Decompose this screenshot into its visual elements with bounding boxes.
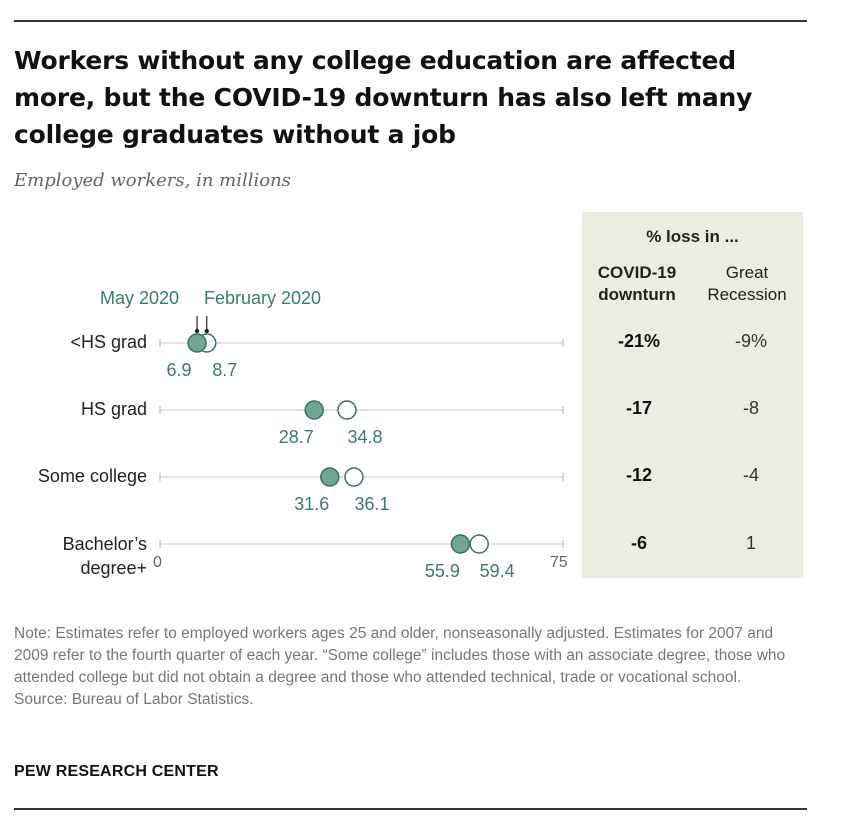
covid-column-header: COVID-19 downturn bbox=[597, 263, 677, 304]
legend-may: May 2020 bbox=[100, 288, 180, 308]
chart-note: Note: Estimates refer to employed worker… bbox=[14, 623, 804, 711]
recession-pct-loss: -8 bbox=[742, 398, 759, 418]
feb-2020-dot bbox=[344, 467, 364, 487]
row-label: <HS grad bbox=[70, 332, 147, 352]
chart-subtitle: Employed workers, in millions bbox=[14, 170, 291, 191]
axis-min-label: 0 bbox=[153, 554, 162, 571]
row-label: Bachelor’s degree+ bbox=[62, 534, 147, 578]
top-rule bbox=[14, 20, 807, 22]
recession-column-header: Great Recession bbox=[707, 263, 787, 304]
may-2020-dot bbox=[304, 400, 324, 420]
may-2020-dot bbox=[320, 467, 340, 487]
may-2020-dot bbox=[450, 534, 471, 554]
may-value-label: 31.6 bbox=[294, 494, 329, 514]
legend-pointer-may-dot bbox=[194, 328, 200, 334]
may-value-label: 6.9 bbox=[167, 360, 192, 380]
bottom-rule bbox=[14, 808, 807, 810]
row-label: HS grad bbox=[80, 399, 147, 419]
recession-pct-loss: -4 bbox=[742, 465, 759, 485]
feb-2020-dot bbox=[469, 534, 489, 554]
recession-pct-loss: 1 bbox=[745, 533, 756, 553]
recession-pct-loss: -9% bbox=[734, 331, 767, 351]
feb-value-label: 36.1 bbox=[354, 494, 389, 514]
legend-pointer-feb-dot bbox=[204, 328, 209, 334]
source-text: Source: Bureau of Labor Statistics. bbox=[14, 691, 254, 708]
note-text: Note: Estimates refer to employed worker… bbox=[14, 625, 786, 686]
covid-pct-loss: -12 bbox=[625, 465, 652, 485]
covid-pct-loss: -6 bbox=[630, 533, 647, 553]
chart-title: Workers without any college education ar… bbox=[14, 46, 753, 149]
feb-value-label: 34.8 bbox=[347, 427, 382, 447]
feb-2020-dot bbox=[337, 400, 357, 420]
feb-value-label: 59.4 bbox=[480, 561, 515, 581]
covid-pct-loss: -17 bbox=[625, 398, 652, 418]
axis-max-label: 75 bbox=[550, 554, 568, 571]
legend-feb: February 2020 bbox=[204, 288, 322, 308]
may-value-label: 28.7 bbox=[279, 427, 314, 447]
pct-loss-panel bbox=[582, 212, 803, 578]
feb-value-label: 8.7 bbox=[212, 360, 237, 380]
may-2020-dot bbox=[187, 333, 207, 353]
pct-loss-panel-title: % loss in ... bbox=[646, 227, 739, 246]
row-label: Some college bbox=[37, 466, 147, 486]
covid-pct-loss: -21% bbox=[617, 331, 661, 351]
publisher-credit: PEW RESEARCH CENTER bbox=[14, 763, 219, 780]
may-value-label: 55.9 bbox=[425, 561, 460, 581]
